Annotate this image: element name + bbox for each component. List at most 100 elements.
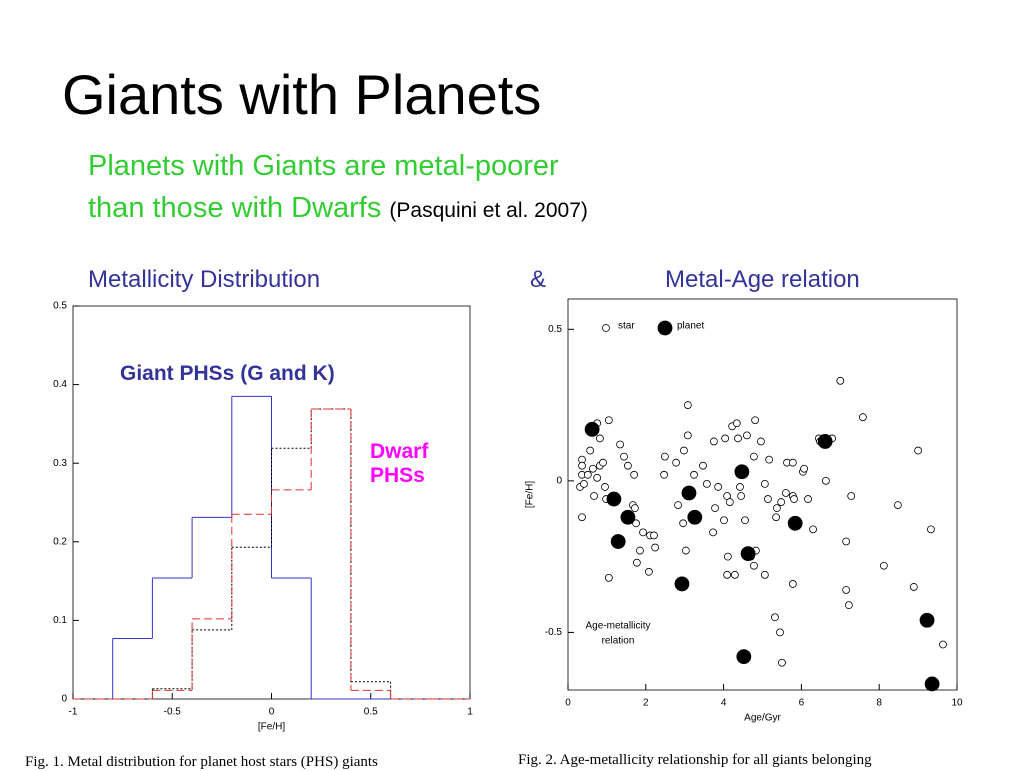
subtitle-text: than those with Dwarfs [88,192,382,224]
scatter-point [679,519,688,528]
y-tick-label: -0.5 [545,627,563,638]
scatter-point [651,543,660,552]
scatter-point [804,495,812,503]
scatter-point [650,531,658,540]
scatter-point [741,516,749,525]
scatter-point [721,434,730,443]
series-label: Dwarf PHSs [370,440,429,487]
y-tick-label: 0.3 [53,458,67,469]
scatter-point [939,640,947,649]
y-tick-label: 0.4 [53,379,67,390]
scatter-point [584,421,600,437]
heading: Metallicity Distribution [88,266,321,293]
scatter-point [709,528,717,537]
scatter-point [674,501,682,510]
y-tick-label: 0.5 [548,324,562,335]
scatter-point [760,479,769,488]
scatter-point [630,470,639,479]
scatter-point [690,470,698,479]
slide-title: Giants with Planets [62,63,542,126]
scatter-point [660,470,668,479]
scatter-point [927,525,935,534]
scatter-point [709,437,718,446]
scatter-point [599,458,607,467]
scatter-point [636,546,644,555]
scatter-point [734,464,750,480]
scatter-point [788,458,797,467]
scatter-point [800,464,809,473]
scatter-point [750,452,758,461]
scatter-point [764,495,772,503]
x-tick-label: -0.5 [164,707,182,718]
y-tick-label: 0 [61,694,67,705]
scatter-point [822,476,830,485]
scatter-point [580,479,588,488]
annotation: relation [602,636,635,647]
y-axis-label: [Fe/H] [525,481,536,508]
scatter-point [683,431,692,440]
scatter-point [772,504,781,513]
scatter-point [743,431,751,440]
scatter-point [583,470,592,479]
caption: Fig. 1. Metal distribution for planet ho… [25,754,378,770]
scatter-point [639,528,647,537]
scatter-point [760,570,769,579]
scatter-point [681,485,697,501]
scatter-point [699,461,707,470]
annotation: Age-metallicity [585,621,650,632]
scatter-point [723,570,732,579]
scatter-point [736,483,744,491]
scatter-point [725,498,734,506]
scatter-point [631,504,639,513]
x-axis-label: [Fe/H] [258,722,285,733]
scatter-point [674,576,690,592]
x-tick-label: 8 [876,698,882,709]
scatter-point [604,416,613,425]
scatter-point [919,612,935,628]
scatter-point [730,570,739,579]
scatter-point [620,509,636,525]
x-tick-label: 6 [799,698,805,709]
scatter-point [672,458,681,467]
scatter-point [757,437,765,446]
scatter-point [595,434,604,443]
scatter-point [778,658,786,667]
scatter-point [680,446,688,455]
subtitle-line: Planets with Giants are metal-poorer [88,150,559,182]
x-tick-label: 0.5 [364,707,378,718]
scatter-point [593,473,602,482]
y-tick-label: 0 [556,476,562,487]
scatter-point [893,501,902,510]
legend-label: star [618,321,635,332]
citation: (Pasquini et al. 2007) [389,199,588,222]
scatter-point [737,492,746,500]
scatter-point [787,515,803,531]
scatter-point [632,558,641,567]
legend-marker [602,324,610,332]
x-tick-label: 2 [643,698,649,709]
scatter-point [771,613,779,622]
scatter-point [772,513,781,522]
scatter-point [836,376,845,385]
scatter-point [751,416,760,425]
x-axis-label: Age/Gyr [744,713,781,724]
scatter-point [847,492,856,500]
scatter-point [732,419,741,428]
scatter-point [610,534,626,549]
legend-label: planet [677,321,704,332]
scatter-point [588,464,597,473]
scatter-point [683,401,692,409]
scatter-point [809,525,817,534]
scatter-point [879,561,888,570]
scatter-point [776,628,784,637]
scatter-point [914,446,922,455]
series-label: Giant PHSs (G and K) [120,362,335,385]
scatter-point [924,676,940,692]
scatter-point [702,479,711,488]
legend-marker [657,320,673,336]
x-tick-label: 1 [467,707,473,718]
heading: & [530,266,547,293]
y-tick-label: 0.1 [53,615,67,626]
